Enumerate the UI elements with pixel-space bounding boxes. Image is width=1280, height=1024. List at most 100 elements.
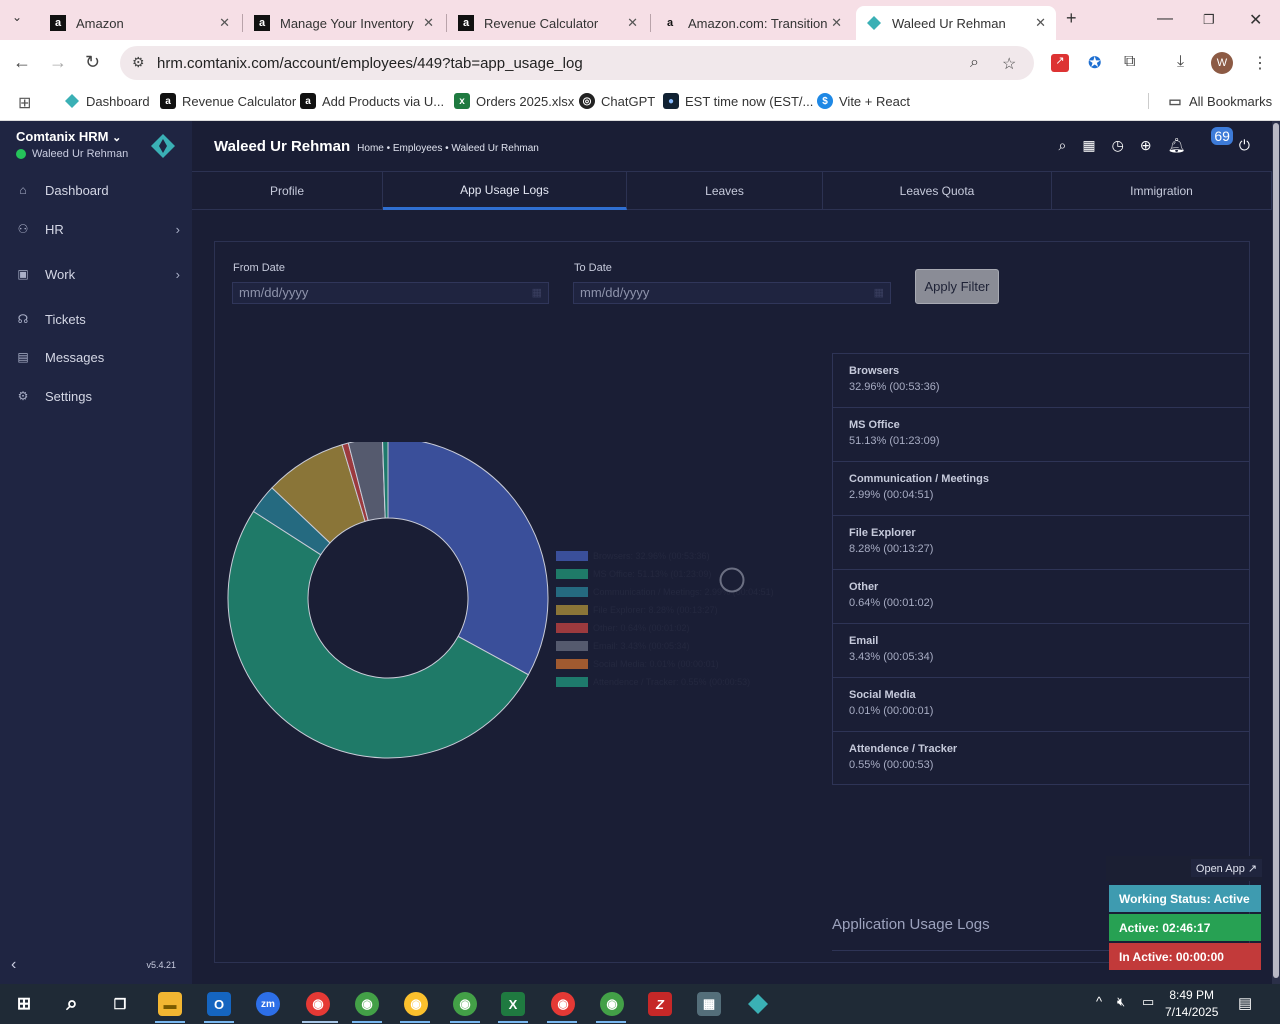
zoom-icon[interactable]: ⌕ (970, 54, 979, 71)
add-circle-icon[interactable]: ⊕ (1139, 137, 1152, 153)
extensions-puzzle-icon[interactable]: ⧉ (1124, 53, 1136, 70)
calendar-icon[interactable]: ▦ (1082, 137, 1096, 153)
chrome-icon[interactable]: ◉ (306, 992, 330, 1016)
close-icon[interactable]: ✕ (1035, 15, 1046, 30)
comtanix-tracker-icon[interactable] (746, 992, 770, 1016)
system-clock[interactable]: 8:49 PM 7/14/2025 (1165, 987, 1218, 1021)
all-bookmarks[interactable]: ▭ All Bookmarks (1148, 93, 1272, 109)
sidebar-item-messages[interactable]: ▤ Messages (0, 340, 192, 374)
reload-icon[interactable]: ↻ (85, 52, 101, 72)
scrollbar-thumb[interactable] (1273, 123, 1279, 978)
task-view-icon[interactable]: ❐ (113, 995, 127, 1012)
tab-immigration[interactable]: Immigration (1052, 172, 1272, 210)
apps-grid-icon[interactable]: ⊞ (18, 95, 32, 112)
apply-filter-button[interactable]: Apply Filter (915, 269, 999, 304)
restore-icon[interactable]: ❐ (1203, 12, 1215, 27)
tab-leaves[interactable]: Leaves (627, 172, 823, 210)
browser-tab-revenue[interactable]: a Revenue Calculator ✕ (448, 6, 648, 40)
extension-icon[interactable]: ✪ (1088, 55, 1102, 72)
bell-icon[interactable]: 🔔︎69 (1168, 127, 1233, 154)
chrome-icon[interactable]: ◉ (404, 992, 428, 1016)
legend-swatch (556, 569, 588, 579)
bookmark-star-icon[interactable]: ☆ (1002, 56, 1017, 73)
clock-icon[interactable]: ◷ (1111, 137, 1124, 153)
collapse-sidebar-icon[interactable]: ‹ (11, 956, 17, 973)
amazon-icon: a (160, 93, 176, 109)
close-icon[interactable]: ✕ (831, 15, 842, 31)
chrome-icon[interactable]: ◉ (600, 992, 624, 1016)
pie-slice-browsers[interactable] (387, 437, 549, 676)
new-tab-icon[interactable]: + (1066, 8, 1077, 28)
chrome-icon[interactable]: ◉ (453, 992, 477, 1016)
bookmark-label: All Bookmarks (1189, 93, 1273, 109)
tab-leaves-quota[interactable]: Leaves Quota (823, 172, 1052, 210)
network-icon[interactable]: ▭ (1142, 994, 1155, 1009)
close-icon[interactable]: ✕ (627, 15, 638, 30)
page-scrollbar[interactable] (1272, 121, 1280, 984)
search-icon[interactable]: ⌕ (1058, 137, 1067, 153)
legend-entry[interactable]: Email: 3.43% (00:05:34) (556, 640, 690, 652)
legend-entry[interactable]: Other: 0.64% (00:01:02) (556, 622, 690, 634)
bookmark-vite[interactable]: $ Vite + React (817, 93, 910, 109)
bookmark-add-products[interactable]: a Add Products via U... (300, 93, 444, 109)
brand-name[interactable]: Comtanix HRM ⌄ (16, 129, 121, 144)
minimize-icon[interactable]: — (1157, 10, 1173, 27)
window-close-icon[interactable]: ✕ (1249, 12, 1263, 29)
url-text[interactable]: hrm.comtanix.com/account/employees/449?t… (157, 55, 583, 72)
pie-slice-ms-office[interactable] (227, 510, 530, 759)
bookmark-dashboard[interactable]: Dashboard (64, 93, 150, 109)
tab-app-usage-logs[interactable]: App Usage Logs (383, 172, 627, 210)
calculator-icon[interactable]: ▦ (697, 992, 721, 1016)
zoom-icon[interactable]: zm (256, 992, 280, 1016)
sidebar-item-hr[interactable]: ⚇ HR › (0, 212, 192, 246)
forward-icon[interactable]: → (49, 52, 67, 72)
volume-muted-icon[interactable]: 🔇︎ (1117, 994, 1126, 1009)
outlook-icon[interactable]: O (207, 992, 231, 1016)
close-icon[interactable]: ✕ (423, 15, 434, 30)
browser-tab-amazon-transition[interactable]: a Amazon.com: Transition f ✕ (652, 6, 852, 40)
from-date-input[interactable]: mm/dd/yyyy ▦ (232, 282, 549, 304)
legend-entry[interactable]: File Explorer: 8.28% (00:13:27) (556, 604, 718, 616)
pdf-extension-icon[interactable]: ↗ (1051, 54, 1069, 72)
browser-tab-active[interactable]: Waleed Ur Rehman ✕ (856, 6, 1056, 40)
address-bar[interactable]: ⚙ hrm.comtanix.com/account/employees/449… (120, 46, 1034, 80)
bookmark-chatgpt[interactable]: ◎ ChatGPT (579, 93, 655, 109)
filezilla-icon[interactable]: Z (648, 992, 672, 1016)
tray-chevron-icon[interactable]: ^ (1096, 994, 1103, 1009)
profile-avatar[interactable]: W (1211, 52, 1233, 74)
legend-entry[interactable]: MS Office: 51.13% (01:23:09) (556, 568, 711, 580)
open-app-button[interactable]: Open App ↗ (1191, 859, 1262, 877)
calendar-icon[interactable]: ▦ (873, 287, 884, 299)
windows-start-icon[interactable]: ⊞ (16, 994, 32, 1013)
notification-center-icon[interactable]: ▤ (1238, 995, 1253, 1012)
sidebar-item-settings[interactable]: ⚙ Settings (0, 379, 192, 413)
legend-entry[interactable]: Attendence / Tracker: 0.55% (00:00:53) (556, 676, 750, 688)
to-date-input[interactable]: mm/dd/yyyy ▦ (573, 282, 891, 304)
sidebar-item-dashboard[interactable]: ⌂ Dashboard (0, 173, 192, 207)
sidebar-item-tickets[interactable]: ☊ Tickets (0, 302, 192, 336)
menu-kebab-icon[interactable]: ⋮ (1252, 55, 1268, 72)
bookmark-orders[interactable]: x Orders 2025.xlsx (454, 93, 574, 109)
tab-profile[interactable]: Profile (192, 172, 383, 210)
legend-entry[interactable]: Social Media: 0.01% (00:00:01) (556, 658, 719, 670)
chrome-icon[interactable]: ◉ (551, 992, 575, 1016)
sidebar-item-work[interactable]: ▣ Work › (0, 257, 192, 291)
browser-tab-inventory[interactable]: a Manage Your Inventory ✕ (244, 6, 444, 40)
tab-search-icon[interactable]: ⌄ (12, 10, 23, 24)
back-icon[interactable]: ← (13, 52, 31, 72)
download-icon[interactable]: ⤓ (1177, 53, 1185, 70)
legend-entry[interactable]: Browsers: 32.96% (00:53:36) (556, 550, 710, 562)
bookmark-est-time[interactable]: ● EST time now (EST/... (663, 93, 813, 109)
close-icon[interactable]: ✕ (219, 15, 230, 30)
breadcrumb[interactable]: Home • Employees • Waleed Ur Rehman (357, 143, 539, 154)
browser-tab-amazon[interactable]: a Amazon ✕ (40, 6, 240, 40)
file-explorer-icon[interactable]: ▬ (158, 992, 182, 1016)
legend-entry[interactable]: Communication / Meetings: 2.99% (00:04:5… (556, 586, 774, 598)
bookmark-revenue-calculator[interactable]: a Revenue Calculator (160, 93, 296, 109)
calendar-icon[interactable]: ▦ (531, 287, 542, 299)
power-icon[interactable]: ⏻ (1238, 137, 1250, 153)
site-settings-icon[interactable]: ⚙ (132, 54, 145, 70)
excel-icon[interactable]: X (501, 992, 525, 1016)
search-icon[interactable]: ⌕ (66, 992, 78, 1015)
chrome-icon[interactable]: ◉ (355, 992, 379, 1016)
